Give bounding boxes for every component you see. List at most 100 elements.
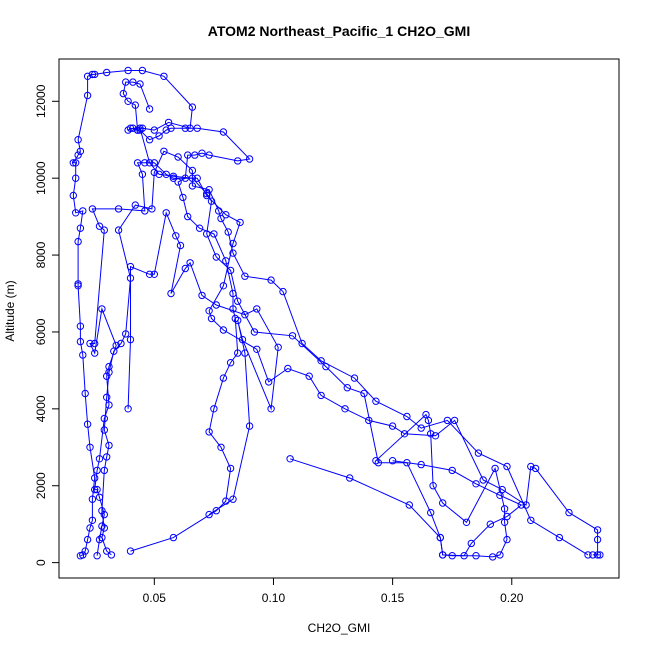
data-point xyxy=(500,505,509,513)
x-tick-label: 0.05 xyxy=(143,591,167,605)
x-tick-label: 0.10 xyxy=(262,591,286,605)
data-point xyxy=(83,535,92,544)
data-point xyxy=(162,126,170,134)
data-point xyxy=(76,147,85,156)
data-point xyxy=(126,335,135,344)
data-point xyxy=(205,510,213,519)
data-series xyxy=(86,159,604,560)
data-point xyxy=(119,89,128,98)
data-point xyxy=(91,349,99,357)
data-point xyxy=(100,226,109,234)
data-point xyxy=(103,453,111,461)
data-point xyxy=(76,322,85,330)
data-point xyxy=(129,78,137,86)
data-point xyxy=(76,337,85,346)
data-point xyxy=(167,124,175,132)
data-point xyxy=(279,287,287,296)
data-point xyxy=(474,449,483,457)
data-point xyxy=(212,301,221,309)
data-point xyxy=(141,159,149,167)
data-point xyxy=(503,535,511,544)
data-point xyxy=(503,512,511,521)
data-point xyxy=(83,91,92,100)
data-point xyxy=(253,305,261,313)
data-point xyxy=(100,466,109,475)
data-point xyxy=(467,539,475,548)
data-point xyxy=(317,357,325,365)
data-point xyxy=(234,157,242,165)
data-point xyxy=(429,482,437,490)
data-point xyxy=(593,535,602,544)
data-point xyxy=(124,97,132,106)
data-point xyxy=(346,474,354,482)
data-point xyxy=(72,209,80,217)
data-point xyxy=(126,124,135,132)
series-line xyxy=(72,70,508,558)
data-point xyxy=(503,462,511,471)
data-point xyxy=(95,222,104,230)
data-point xyxy=(107,551,116,559)
data-point xyxy=(138,124,147,132)
data-point xyxy=(81,389,89,398)
y-tick-label: 10000 xyxy=(34,161,48,195)
data-point xyxy=(74,282,82,290)
data-point xyxy=(124,405,132,413)
data-point xyxy=(131,201,140,209)
data-point xyxy=(188,166,197,175)
data-point xyxy=(86,443,94,451)
data-point xyxy=(472,480,480,488)
data-point xyxy=(162,170,170,179)
data-point xyxy=(374,459,382,467)
data-point xyxy=(91,474,99,482)
data-point xyxy=(174,153,182,161)
data-point xyxy=(155,170,163,179)
data-point xyxy=(91,339,99,348)
data-point xyxy=(88,516,97,524)
data-point xyxy=(181,264,190,273)
data-point xyxy=(98,522,106,530)
data-series xyxy=(124,209,282,519)
data-series xyxy=(98,147,592,559)
data-point xyxy=(198,291,206,300)
data-point xyxy=(105,368,113,376)
data-point xyxy=(150,159,159,167)
data-point xyxy=(479,476,487,484)
data-point xyxy=(150,270,159,278)
data-point xyxy=(422,410,430,419)
data-point xyxy=(317,391,325,400)
data-series xyxy=(286,455,525,560)
data-point xyxy=(98,533,106,542)
data-point xyxy=(234,349,242,357)
data-point xyxy=(388,422,397,430)
data-point xyxy=(210,230,218,238)
data-point xyxy=(160,72,168,81)
data-point xyxy=(229,249,237,257)
data-point xyxy=(565,508,573,517)
data-point xyxy=(238,335,247,344)
data-point xyxy=(103,68,111,77)
data-point xyxy=(124,66,132,75)
data-point xyxy=(265,378,273,386)
data-point xyxy=(219,374,228,382)
data-point xyxy=(88,70,97,79)
data-point xyxy=(222,211,230,219)
data-point xyxy=(219,128,228,136)
data-point xyxy=(486,520,494,528)
data-point xyxy=(79,207,87,215)
data-point xyxy=(443,416,452,425)
data-point xyxy=(181,124,190,132)
data-point xyxy=(527,462,535,471)
data-point xyxy=(114,205,123,213)
data-point xyxy=(245,155,254,163)
data-point xyxy=(274,343,282,351)
data-point xyxy=(179,193,187,202)
data-point xyxy=(229,305,237,313)
data-point xyxy=(191,151,199,159)
data-point xyxy=(69,191,78,200)
data-point xyxy=(205,307,213,315)
data-point xyxy=(88,205,97,213)
data-point xyxy=(219,282,228,290)
data-point xyxy=(98,507,106,515)
data-point xyxy=(93,485,101,494)
